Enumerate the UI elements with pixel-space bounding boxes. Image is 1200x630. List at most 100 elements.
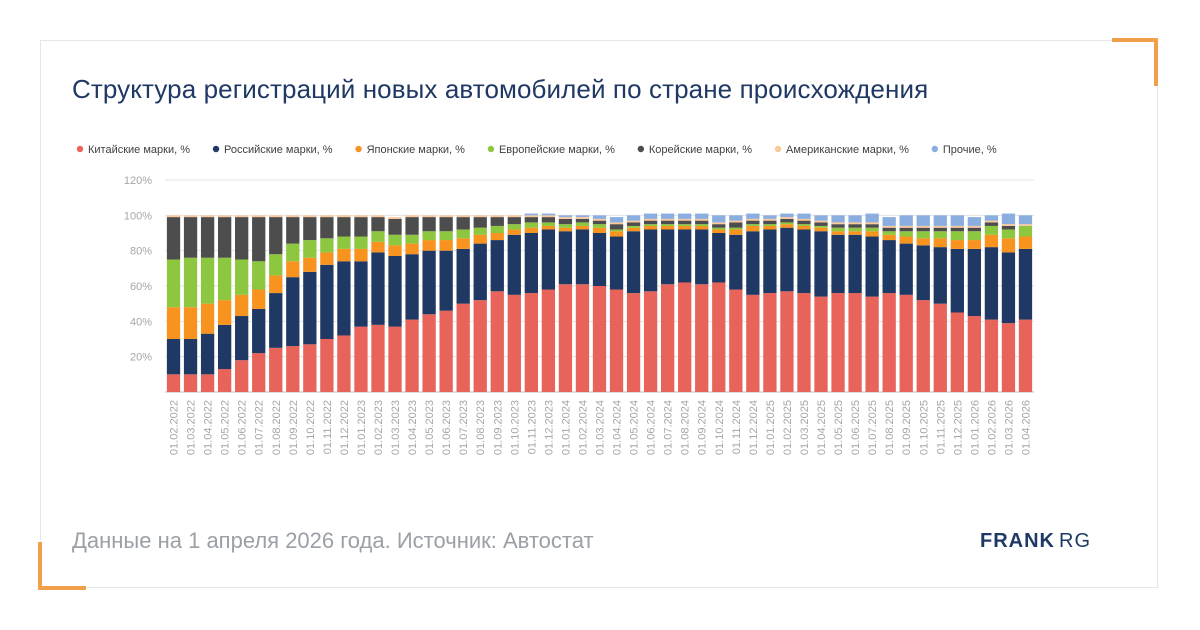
bar-segment bbox=[439, 240, 453, 251]
bar-segment bbox=[592, 224, 607, 228]
bar-segment bbox=[183, 339, 198, 375]
legend-label: Американские марки, % bbox=[786, 144, 909, 156]
bar-segment bbox=[524, 217, 538, 223]
bar-segment bbox=[524, 233, 538, 294]
bar-segment bbox=[524, 227, 538, 233]
bar-segment bbox=[507, 224, 521, 230]
bar-segment bbox=[865, 224, 879, 228]
x-tick-label: 01.09.2025 bbox=[901, 400, 913, 455]
bar-segment bbox=[592, 215, 607, 219]
bar-segment bbox=[797, 220, 811, 225]
bar-segment bbox=[183, 307, 198, 339]
bar-segment bbox=[950, 312, 964, 392]
bar-segment bbox=[507, 234, 521, 295]
bar-segment bbox=[933, 227, 947, 232]
bar-segment bbox=[558, 215, 573, 218]
bar-segment bbox=[729, 220, 743, 223]
bar-segment bbox=[575, 225, 590, 230]
bar-segment bbox=[763, 293, 777, 392]
bar-segment bbox=[1018, 225, 1033, 237]
bar-segment bbox=[422, 215, 436, 218]
bar-segment bbox=[967, 240, 982, 249]
bar-segment bbox=[609, 236, 624, 290]
bar-segment bbox=[746, 294, 760, 392]
bar-segment bbox=[967, 225, 982, 228]
bar-segment bbox=[541, 222, 556, 226]
bar-segment bbox=[166, 217, 181, 260]
bar-segment bbox=[678, 282, 692, 392]
bar-segment bbox=[235, 215, 249, 218]
bar-segment bbox=[286, 217, 300, 244]
bar-segment bbox=[780, 218, 794, 223]
y-tick-label: 80% bbox=[130, 246, 152, 258]
bar-segment bbox=[166, 215, 181, 218]
bar-segment bbox=[575, 217, 590, 219]
bar-segment bbox=[337, 248, 351, 262]
bar-segment bbox=[592, 233, 607, 286]
bar-segment bbox=[780, 222, 794, 225]
bar-segment bbox=[320, 217, 334, 239]
bar-segment bbox=[797, 218, 811, 221]
bar-segment bbox=[933, 238, 947, 248]
y-tick-label: 60% bbox=[130, 281, 152, 293]
bar-segment bbox=[286, 277, 300, 347]
bar-segment bbox=[371, 252, 385, 325]
bar-segment bbox=[456, 248, 470, 304]
bar-segment bbox=[541, 213, 556, 216]
bar-segment bbox=[575, 215, 590, 218]
bar-segment bbox=[712, 282, 726, 392]
bar-segment bbox=[371, 324, 385, 392]
bar-segment bbox=[831, 231, 845, 235]
bar-segment bbox=[899, 227, 913, 232]
bar-segment bbox=[916, 231, 930, 239]
bar-segment bbox=[337, 335, 351, 392]
legend-marker bbox=[637, 145, 645, 153]
bar-segment bbox=[814, 215, 828, 221]
bar-segment bbox=[729, 215, 743, 221]
bar-segment bbox=[490, 233, 504, 241]
bar-segment bbox=[286, 243, 300, 262]
bar-segment bbox=[524, 215, 538, 218]
bar-segment bbox=[354, 236, 368, 249]
x-tick-label: 01.12.2022 bbox=[339, 400, 351, 455]
bar-segment bbox=[882, 293, 896, 392]
bar-segment bbox=[558, 284, 573, 392]
chart-title: Структура регистраций новых автомобилей … bbox=[72, 74, 929, 104]
x-tick-label: 01.04.2025 bbox=[816, 400, 828, 455]
bar-segment bbox=[712, 224, 726, 228]
bar-segment bbox=[473, 243, 487, 301]
bar-segment bbox=[933, 225, 947, 228]
bar-segment bbox=[967, 217, 982, 226]
bar-segment bbox=[865, 236, 879, 297]
bar-segment bbox=[388, 218, 402, 235]
bar-segment bbox=[865, 231, 879, 237]
bar-segment bbox=[200, 374, 215, 392]
bar-segment bbox=[235, 217, 249, 260]
bar-segment bbox=[575, 229, 590, 285]
legend-marker bbox=[931, 145, 939, 153]
x-tick-label: 01.07.2024 bbox=[663, 400, 675, 455]
bar-segment bbox=[661, 218, 675, 221]
x-tick-label: 01.08.2025 bbox=[884, 400, 896, 455]
bar-segment bbox=[848, 215, 862, 223]
bar-segment bbox=[490, 291, 504, 392]
bar-segment bbox=[626, 215, 641, 221]
bar-segment bbox=[1001, 225, 1016, 230]
bar-segment bbox=[729, 222, 743, 228]
bar-segment bbox=[371, 215, 385, 218]
bar-segment bbox=[269, 254, 283, 276]
bar-segment bbox=[695, 213, 709, 219]
bar-segment bbox=[235, 294, 249, 317]
bar-segment bbox=[592, 227, 607, 233]
bar-segment bbox=[1001, 229, 1016, 239]
bar-segment bbox=[217, 324, 232, 370]
bar-segment bbox=[780, 213, 794, 218]
bar-segment bbox=[712, 229, 726, 233]
bar-segment bbox=[558, 227, 573, 232]
bar-segment bbox=[797, 224, 811, 226]
bar-segment bbox=[626, 231, 641, 294]
bar-segment bbox=[882, 234, 896, 241]
bar-segment bbox=[200, 303, 215, 334]
bar-segment bbox=[916, 225, 930, 228]
bar-segment bbox=[371, 231, 385, 242]
